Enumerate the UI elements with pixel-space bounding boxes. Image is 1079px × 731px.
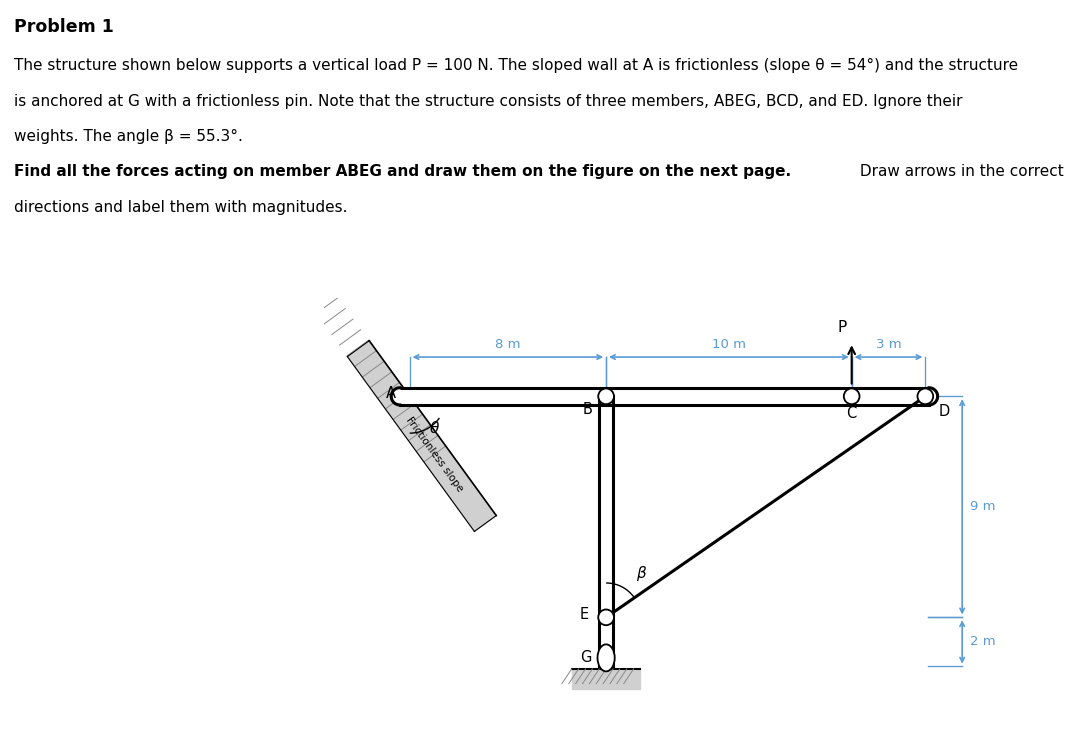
Text: E: E bbox=[579, 607, 589, 622]
Polygon shape bbox=[400, 387, 929, 405]
Text: A: A bbox=[386, 387, 396, 401]
Text: Draw arrows in the correct: Draw arrows in the correct bbox=[855, 164, 1063, 180]
Text: Frictionless slope: Frictionless slope bbox=[405, 414, 465, 493]
Text: Find all the forces acting on member ABEG and draw them on the figure on the nex: Find all the forces acting on member ABE… bbox=[14, 164, 791, 180]
Text: is anchored at G with a frictionless pin. Note that the structure consists of th: is anchored at G with a frictionless pin… bbox=[14, 94, 962, 109]
Text: 3 m: 3 m bbox=[876, 338, 901, 351]
Text: The structure shown below supports a vertical load P = 100 N. The sloped wall at: The structure shown below supports a ver… bbox=[14, 58, 1019, 74]
Polygon shape bbox=[929, 387, 938, 405]
Ellipse shape bbox=[598, 644, 615, 671]
Polygon shape bbox=[347, 341, 496, 531]
Text: 2 m: 2 m bbox=[970, 635, 995, 648]
Text: 10 m: 10 m bbox=[712, 338, 746, 351]
Text: D: D bbox=[939, 404, 951, 419]
Text: θ: θ bbox=[429, 421, 439, 436]
Text: P: P bbox=[837, 320, 846, 335]
Text: 8 m: 8 m bbox=[495, 338, 521, 351]
Text: B: B bbox=[583, 402, 592, 417]
Text: β: β bbox=[636, 566, 645, 580]
Circle shape bbox=[917, 388, 933, 404]
Text: weights. The angle β = 55.3°.: weights. The angle β = 55.3°. bbox=[14, 129, 243, 144]
Circle shape bbox=[844, 388, 860, 404]
Text: 9 m: 9 m bbox=[970, 500, 995, 513]
Circle shape bbox=[598, 388, 614, 404]
Polygon shape bbox=[392, 387, 400, 405]
Text: C: C bbox=[847, 406, 857, 421]
Polygon shape bbox=[572, 669, 641, 689]
Text: Problem 1: Problem 1 bbox=[14, 18, 114, 37]
Text: directions and label them with magnitudes.: directions and label them with magnitude… bbox=[14, 200, 347, 215]
Polygon shape bbox=[599, 396, 613, 667]
Text: G: G bbox=[581, 651, 591, 665]
Circle shape bbox=[598, 610, 614, 625]
